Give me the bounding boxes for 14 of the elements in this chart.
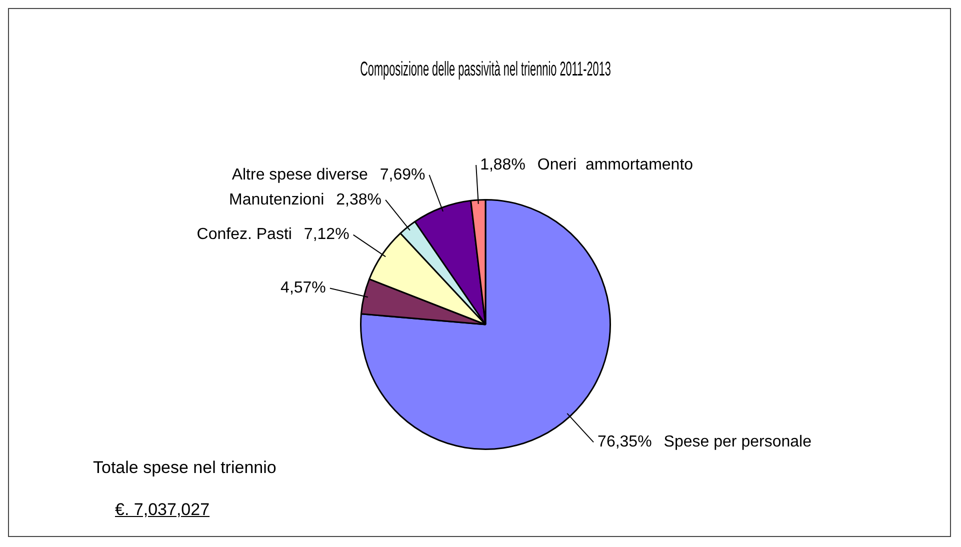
slice-label: Spese per personale xyxy=(664,434,812,451)
slice-label: Confez. Pasti xyxy=(196,226,292,244)
slice-label: Manutenzioni xyxy=(228,191,324,208)
data-label: 4,57% xyxy=(280,280,326,297)
slice-label: Altre spese diverse xyxy=(232,166,368,184)
data-label: 7,12% xyxy=(304,226,350,244)
chart-title: Composizione delle passività nel triennio 2011-2013 xyxy=(360,58,611,80)
text: Totale spese nel triennio xyxy=(93,458,276,478)
data-label: 76,35% xyxy=(598,434,652,451)
data-label: 7,69% xyxy=(380,166,426,184)
data-label: 1,88% xyxy=(480,156,526,174)
slice-label: Oneri ammortamento xyxy=(537,156,694,174)
text: €. 7,037,027 xyxy=(115,500,210,520)
data-label: 2,38% xyxy=(336,191,382,208)
